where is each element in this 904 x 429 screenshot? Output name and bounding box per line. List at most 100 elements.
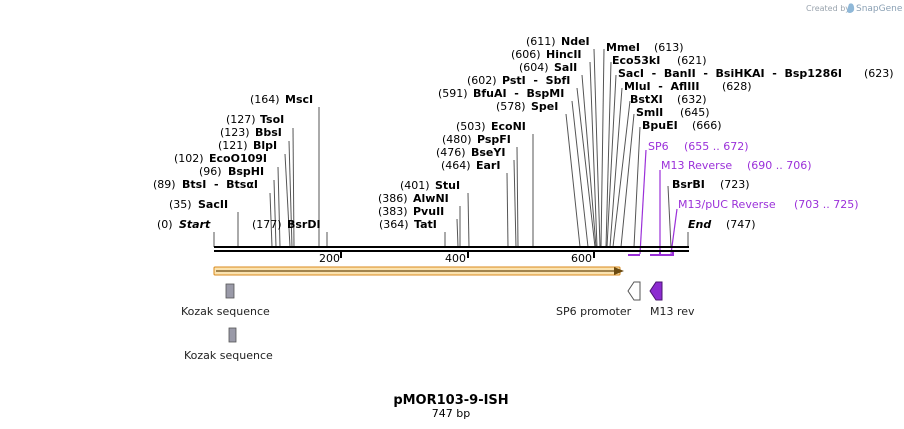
tick-mark <box>340 252 342 258</box>
site-line <box>288 140 293 248</box>
tick-label: 600 <box>571 252 592 265</box>
site-label: (503) EcoNI <box>456 120 526 133</box>
site-label: (602) PstI - SbfI <box>467 74 570 87</box>
site-line <box>633 126 641 248</box>
site-label: (480) PspFI <box>442 133 511 146</box>
backbone-top-strand <box>214 246 689 248</box>
site-label: (123) BbsI <box>220 126 282 139</box>
site-enzyme: AlwNI <box>413 192 449 205</box>
site-enzyme: SpeI <box>531 100 558 113</box>
credit-created-by: Created by <box>806 4 850 13</box>
site-line <box>593 48 601 248</box>
site-line <box>292 127 295 248</box>
site-enzyme: Eco53kI <box>612 54 660 67</box>
site-position: (127) <box>226 113 256 126</box>
site-label: (127) TsoI <box>226 113 284 126</box>
site-label: (591) BfuAI - BspMI <box>438 87 564 100</box>
site-position: (645) <box>680 106 710 119</box>
site-position: (102) <box>174 152 204 165</box>
primer-labels: SP6 (655 .. 672) M13 Reverse (690 .. 706) … <box>648 140 859 211</box>
site-line <box>273 179 277 248</box>
site-enzyme: BseYI <box>471 146 505 159</box>
site-labels: (35) SacII (89) BtsI - BtsαI (96) BspHI (10… <box>153 35 894 231</box>
site-enzyme: BsrBI <box>672 178 705 191</box>
site-position: (602) <box>467 74 497 87</box>
site-line <box>513 159 517 248</box>
primer-label-m13-puc-reverse: M13/pUC Reverse (703 .. 725) <box>678 198 859 211</box>
site-enzyme: MluI - AflIII <box>624 80 699 93</box>
site-position: (613) <box>654 41 684 54</box>
site-enzyme: EarI <box>476 159 500 172</box>
site-enzyme: PvuII <box>413 205 444 218</box>
site-enzyme: BpuEI <box>642 119 678 132</box>
site-enzyme: PstI - SbfI <box>502 74 570 87</box>
site-position: (35) <box>169 198 192 211</box>
m13-rev-feature <box>649 281 663 301</box>
site-enzyme: NdeI <box>561 35 590 48</box>
site-label: (121) BlpI <box>218 139 277 152</box>
site-label: (604) SalI <box>519 61 577 74</box>
site-enzyme: EcoO109I <box>209 152 267 165</box>
kozak-sequence-feature <box>225 283 235 299</box>
tick-label: 200 <box>319 252 340 265</box>
site-line <box>284 153 291 248</box>
site-position: (666) <box>692 119 722 132</box>
primer-range: (690 .. 706) <box>747 159 812 172</box>
site-enzyme: TsoI <box>260 113 284 126</box>
site-position: (121) <box>218 139 248 152</box>
site-label: (645) SmlI <box>636 106 710 119</box>
site-position: (401) <box>400 179 430 192</box>
site-position: (628) <box>722 80 752 93</box>
site-label: (578) SpeI <box>496 100 558 113</box>
site-label: (628) MluI - AflIII <box>624 80 752 93</box>
feature-label-m13-rev: M13 rev <box>650 305 695 318</box>
site-position: (383) <box>378 205 408 218</box>
site-label: (476) BseYI <box>436 146 505 159</box>
snapgene-credit: Created by SnapGene <box>806 3 903 14</box>
site-enzyme: BbsI <box>255 126 282 139</box>
site-enzyme: PspFI <box>477 133 511 146</box>
site-line <box>277 166 281 248</box>
site-label: (386) AlwNI <box>378 192 449 205</box>
primer-line <box>639 149 647 255</box>
site-enzyme: BtsI - BtsαI <box>182 178 258 191</box>
start-text: Start <box>179 218 211 231</box>
site-position: (123) <box>220 126 250 139</box>
site-line <box>605 61 612 248</box>
site-position: (604) <box>519 61 549 74</box>
primer-name: M13 Reverse <box>661 159 732 172</box>
sp6-promoter-feature <box>627 281 641 301</box>
site-enzyme: SacII <box>198 198 228 211</box>
site-label: (723) BsrBI <box>672 178 750 191</box>
credit-brand: SnapGene <box>856 4 903 14</box>
site-label: (623) SacI - BanII - BsiHKAI - Bsp1286I <box>618 67 894 80</box>
site-line <box>576 87 596 248</box>
primer-bracket-m13-reverse <box>650 252 674 256</box>
site-enzyme: TatI <box>414 218 437 231</box>
site-position: (386) <box>378 192 408 205</box>
site-line <box>620 113 635 248</box>
site-position: (164) <box>250 93 280 106</box>
site-label: (606) HincII <box>511 48 582 61</box>
snapgene-logo-icon <box>847 3 855 13</box>
feature-label-kozak: Kozak sequence <box>184 349 273 362</box>
site-position: (177) <box>252 218 282 231</box>
site-enzyme: BspHI <box>228 165 264 178</box>
construct-title: pMOR103-9-ISH <box>393 393 508 408</box>
site-line <box>612 100 631 248</box>
site-position: (632) <box>677 93 707 106</box>
site-enzyme: SalI <box>554 61 577 74</box>
tick-label: 400 <box>445 252 466 265</box>
site-label: (383) PvuII <box>378 205 444 218</box>
start-position: (0) <box>157 218 173 231</box>
site-enzyme: SmlI <box>636 106 663 119</box>
site-line <box>456 218 459 248</box>
site-label: (611) NdeI <box>526 35 590 48</box>
kozak-sequence-feature <box>228 327 237 343</box>
site-label: (164) MscI <box>250 93 313 106</box>
site-position: (578) <box>496 100 526 113</box>
site-line <box>667 185 672 248</box>
primer-name: SP6 <box>648 140 669 153</box>
primer-range: (703 .. 725) <box>794 198 859 211</box>
